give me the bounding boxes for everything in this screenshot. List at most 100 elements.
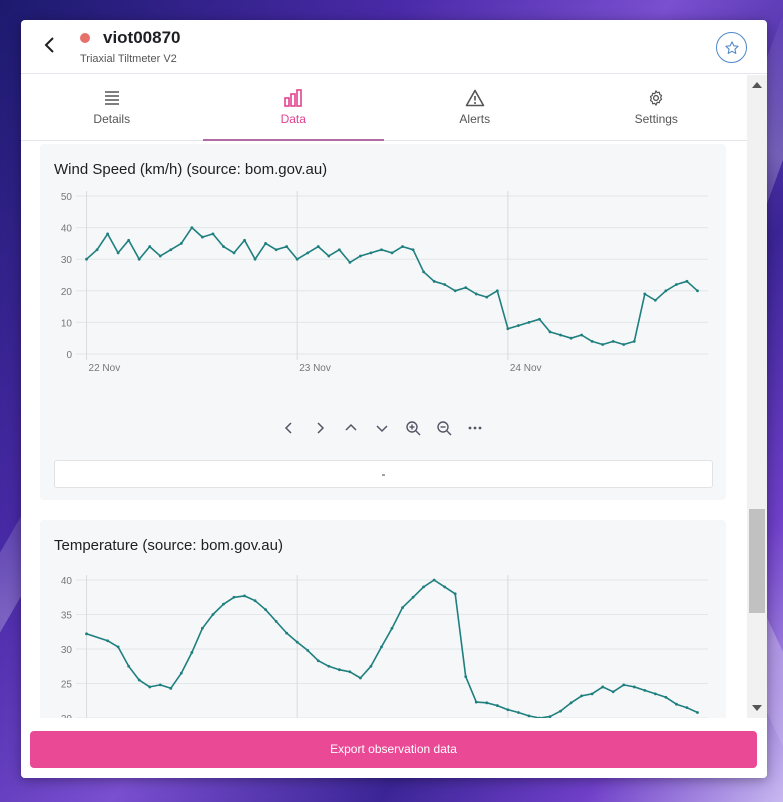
zoom-in-button[interactable]	[404, 419, 422, 437]
chevron-right-icon	[317, 422, 325, 434]
wind-data-point	[369, 251, 373, 255]
temp-data-point	[696, 711, 699, 714]
temp-data-point	[675, 702, 678, 706]
temp-data-point	[559, 709, 562, 713]
wind-data-point	[316, 245, 320, 248]
temp-data-point	[474, 700, 478, 704]
temp-data-point	[106, 639, 109, 643]
scroll-down-arrow[interactable]	[752, 705, 762, 711]
wind-data-point	[137, 257, 141, 261]
zoom-in-icon	[406, 421, 421, 436]
zoom-out-icon	[437, 421, 452, 436]
temp-data-point	[443, 585, 447, 589]
gear-icon	[650, 90, 663, 106]
temp-data-point	[664, 695, 668, 699]
wind-data-point	[474, 292, 478, 296]
temp-data-point	[653, 692, 657, 696]
wind-data-point	[538, 317, 541, 321]
pan-down-button[interactable]	[373, 419, 391, 437]
wind-data-point	[432, 279, 436, 283]
wind-data-point	[548, 330, 552, 334]
wind-speed-chart[interactable]: 0 10 20 30 40 50 22 Nov 23 Nov 24 Nov	[40, 144, 726, 394]
temp-data-point	[359, 676, 362, 680]
range-display[interactable]: -	[54, 460, 713, 488]
tab-settings[interactable]: Settings	[566, 75, 748, 140]
wind-data-point	[127, 238, 131, 242]
temp-data-point	[485, 701, 489, 705]
temp-data-point	[158, 683, 162, 687]
wind-ytick-label: 0	[66, 350, 72, 361]
wind-data-point	[306, 251, 310, 255]
device-model: Triaxial Tiltmeter V2	[80, 53, 177, 65]
wind-data-point	[411, 248, 415, 252]
wind-data-point	[390, 251, 394, 255]
wind-data-point	[179, 242, 183, 245]
wind-data-point	[106, 232, 109, 236]
wind-data-point	[527, 321, 531, 324]
temp-data-point	[580, 694, 583, 698]
wind-data-point	[327, 254, 331, 258]
wind-data-point	[580, 333, 583, 337]
temp-data-point	[506, 708, 510, 712]
wind-data-point	[653, 298, 657, 302]
temp-data-point	[179, 671, 183, 675]
wind-data-point	[95, 248, 99, 252]
wind-data-point	[190, 226, 194, 229]
temp-data-point	[601, 685, 605, 689]
wind-data-point	[401, 245, 404, 248]
temp-data-point	[137, 678, 141, 682]
wind-data-point	[158, 254, 162, 258]
temp-data-point	[422, 585, 425, 589]
temperature-title: Temperature (source: bom.gov.au)	[54, 537, 283, 554]
chart-toolbar	[280, 419, 484, 437]
wind-ytick-label: 30	[61, 255, 73, 266]
more-options-button[interactable]	[466, 419, 484, 437]
zoom-out-button[interactable]	[435, 419, 453, 437]
wind-data-point	[285, 245, 289, 248]
more-horizontal-icon	[468, 426, 482, 430]
scroll-up-arrow[interactable]	[752, 82, 762, 88]
wind-speed-title: Wind Speed (km/h) (source: bom.gov.au)	[54, 161, 328, 178]
temp-data-point	[337, 668, 341, 672]
wind-data-point	[506, 327, 510, 331]
wind-series-line	[85, 226, 699, 346]
scrollbar-thumb[interactable]	[749, 509, 765, 613]
wind-data-point	[148, 245, 152, 248]
tab-details[interactable]: Details	[21, 75, 203, 140]
scrollbar[interactable]	[747, 75, 767, 718]
temp-data-point	[527, 714, 531, 718]
temp-data-point	[316, 659, 320, 663]
wind-data-point	[253, 257, 257, 261]
temp-data-point	[685, 706, 689, 710]
temp-data-point	[148, 685, 152, 689]
wind-data-point	[243, 238, 246, 242]
wind-data-point	[590, 339, 594, 343]
temperature-chart[interactable]: 2025303540	[40, 520, 726, 740]
wind-xtick-label: 24 Nov	[510, 363, 542, 374]
temp-data-point	[327, 664, 331, 668]
back-button[interactable]	[39, 34, 61, 56]
temp-ytick-label: 30	[61, 645, 73, 656]
favorite-button[interactable]	[716, 32, 747, 63]
tab-alerts[interactable]: Alerts	[384, 75, 566, 140]
wind-data-point	[359, 254, 362, 258]
wind-data-point	[222, 245, 225, 248]
export-button[interactable]: Export observation data	[30, 731, 757, 768]
temp-data-point	[453, 592, 457, 596]
temp-data-point	[211, 613, 215, 616]
pan-left-button[interactable]	[280, 419, 298, 437]
temp-series-line	[86, 579, 698, 719]
data-scroll-area[interactable]: Wind Speed (km/h) (source: bom.gov.au) 0…	[21, 142, 747, 740]
pan-right-button[interactable]	[311, 419, 329, 437]
temp-data-point	[169, 686, 173, 690]
temp-data-point	[590, 692, 594, 696]
temp-data-point	[222, 602, 225, 606]
device-header: viot00870 Triaxial Tiltmeter V2	[21, 20, 767, 74]
pan-up-button[interactable]	[342, 419, 360, 437]
temp-data-point	[116, 645, 120, 649]
tab-data[interactable]: Data	[202, 75, 385, 141]
wind-data-point	[611, 339, 615, 343]
wind-data-point	[569, 336, 573, 340]
wind-data-point	[380, 248, 383, 252]
temp-ytick-label: 25	[61, 680, 73, 691]
